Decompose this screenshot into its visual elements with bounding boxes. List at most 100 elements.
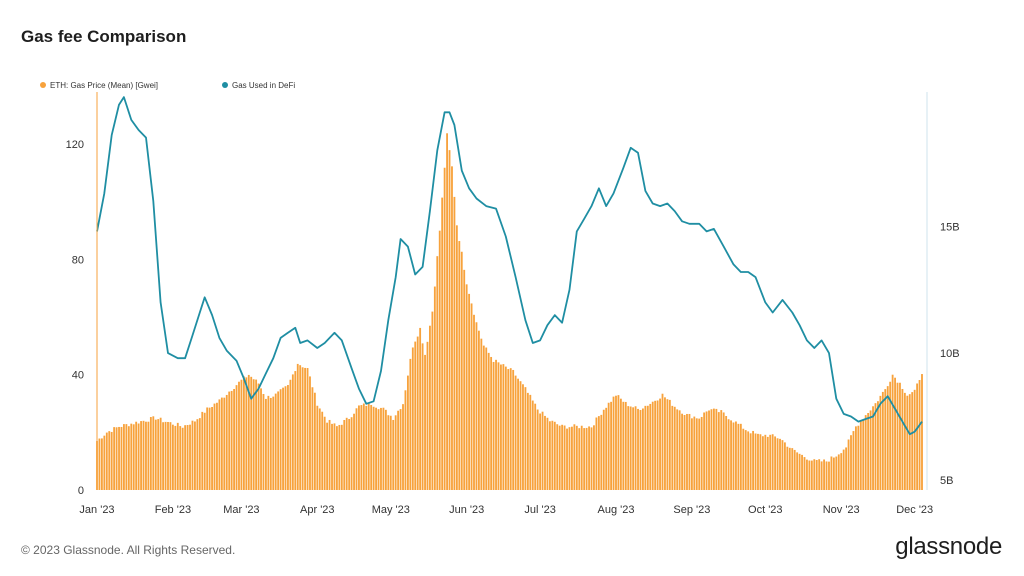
gas-price-bar [265,398,267,490]
gas-price-bar [558,425,561,490]
gas-price-bar [318,408,321,490]
gas-price-bar [673,406,676,490]
gas-price-bar [411,347,414,490]
gas-price-bar [110,431,113,490]
gas-price-bar [152,416,155,490]
gas-price-bar [798,453,801,490]
gas-price-bar [815,459,818,490]
gas-price-bar [556,424,559,490]
gas-price-bar [127,426,130,490]
gas-price-bar [610,401,613,490]
gas-price-bar [171,424,174,490]
gas-price-bar [830,456,833,490]
x-tick-label: Apr '23 [300,504,335,516]
gas-price-bar [512,369,515,490]
gas-price-bar [715,408,718,490]
gas-price-bar [118,426,120,490]
axes: 0 40 80 120 5B 10B 15B Jan '23 Feb '23 Mar '23 Apr… [66,92,960,516]
gas-price-bar [605,407,608,490]
gas-price-bar [563,425,566,490]
y-left-tick-label: 40 [72,370,84,382]
gas-price-bar [331,423,333,490]
gas-price-bar [250,376,253,490]
gas-price-bar [274,393,277,490]
gas-price-bar [595,417,598,490]
legend-marker [222,82,228,88]
gas-price-bar [571,426,573,490]
gas-price-bar [622,401,625,490]
gas-price-bar [781,440,784,490]
gas-price-bar [615,395,617,490]
gas-price-bar [602,409,605,490]
gas-price-bar [774,436,777,490]
gas-price-bar [157,419,160,490]
x-tick-label: Oct '23 [748,504,783,516]
gas-price-bar [727,419,730,490]
gas-price-bar [825,461,828,490]
gas-price-bar [289,379,292,490]
gas-price-bar [485,347,488,490]
gas-price-bar [524,387,527,490]
gas-price-bar [548,421,551,490]
gas-price-bar [808,460,811,490]
gas-price-bar [120,426,123,490]
gas-price-bar [174,425,177,490]
gas-price-bar [380,407,382,490]
gas-price-bar [766,436,769,490]
gas-price-bar [279,389,282,490]
gas-price-bar [441,197,444,491]
gas-price-bar [269,397,272,490]
x-tick-label: Sep '23 [673,504,710,516]
gas-price-bar [509,368,512,490]
copyright-text: © 2023 Glassnode. All Rights Reserved. [21,543,236,557]
gas-price-bar [526,392,529,490]
gas-price-bar [103,435,106,490]
gas-price-bar [340,424,343,490]
gas-price-bar [519,381,522,490]
gas-price-bar [705,411,708,490]
gas-price-bar [355,408,358,490]
gas-price-bar [257,383,260,490]
gas-price-bar [737,423,740,490]
gas-price-bar [142,420,145,490]
gas-price-bar [362,403,365,490]
gas-price-bar [749,433,752,490]
gas-price-bar [360,405,363,490]
gas-price-bar [583,428,586,490]
gas-price-bar [402,404,404,490]
gas-price-bar [267,395,270,490]
gas-price-bar [842,449,845,490]
x-tick-label: Feb '23 [155,504,191,516]
gas-price-bar [431,311,434,490]
gas-price-bar [220,397,223,490]
gas-price-bar [644,405,647,490]
x-tick-label: Jun '23 [449,504,484,516]
gas-price-bar [698,418,701,490]
gas-price-bar [328,419,331,490]
gas-price-bar [629,406,632,490]
gas-price-bar [480,338,483,490]
legend-label: Gas Used in DeFi [232,81,295,90]
gas-price-bar [387,415,390,490]
gas-price-bar [475,322,478,490]
gas-price-bar [115,427,118,490]
gas-price-bar [284,386,287,490]
gas-price-bar [159,417,162,490]
gas-price-bar [703,412,706,490]
gas-price-bar [262,393,265,490]
gas-price-bar [304,367,306,490]
gas-price-bar [612,396,615,490]
glassnode-logo: glassnode [895,533,1002,560]
gas-price-bar [918,380,921,490]
gas-price-bar [348,418,351,490]
gas-used-line [96,96,923,436]
chart-title: Gas fee Comparison [21,27,187,46]
gas-price-bar [453,196,456,490]
gas-price-bar [531,400,534,490]
gas-price-bar [502,364,505,490]
gas-price-bar [353,413,355,490]
gas-price-bar [879,395,882,490]
gas-price-bar [233,388,236,490]
gas-price-bar [634,406,637,490]
gas-price-bar [460,251,463,490]
